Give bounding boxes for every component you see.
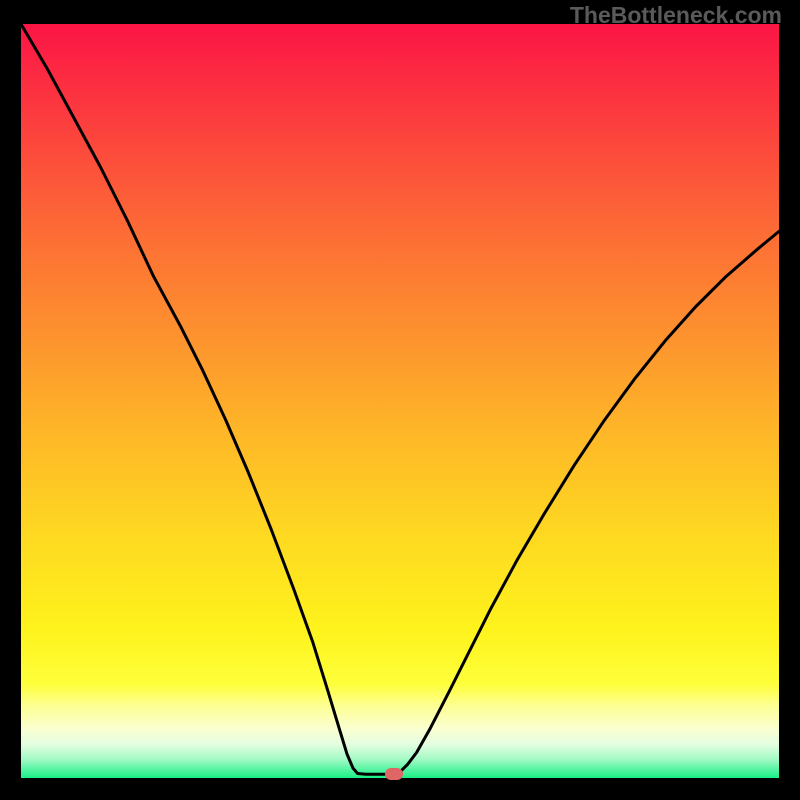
optimal-marker (385, 768, 403, 780)
curve-path (21, 24, 779, 774)
chart-container: TheBottleneck.com (0, 0, 800, 800)
bottleneck-curve (21, 24, 779, 778)
plot-area (21, 24, 779, 778)
watermark-text: TheBottleneck.com (570, 2, 782, 29)
